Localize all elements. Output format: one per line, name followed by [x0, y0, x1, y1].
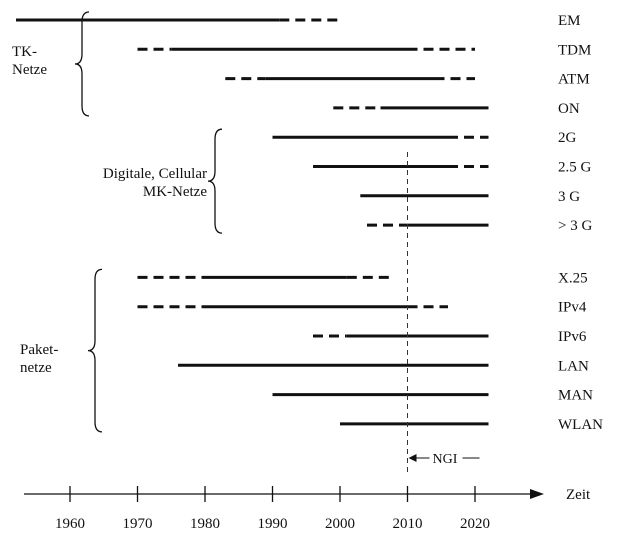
- label-ipv6: IPv6: [558, 329, 587, 345]
- group-label-paketnetze-line-1: Paket-: [20, 342, 58, 358]
- axis-arrow-icon: [530, 489, 544, 499]
- axis-title: Zeit: [566, 487, 591, 503]
- brace-paketnetze: [87, 268, 103, 433]
- group-label-tk-netze-line-2: Netze: [12, 62, 47, 78]
- group-label-tk-netze-line-1: TK-: [12, 44, 37, 60]
- label-man: MAN: [558, 388, 593, 404]
- timeline-bars: [16, 18, 489, 426]
- group-braces: TK- Netze Digitale, Cellular MK-Netze Paket-…: [12, 11, 223, 433]
- tick-label-2000: 2000: [325, 516, 355, 532]
- ngi-label: NGI: [433, 452, 458, 467]
- label-ipv4: IPv4: [558, 300, 587, 316]
- tick-label-2020: 2020: [460, 516, 490, 532]
- label-2-5-g: 2.5 G: [558, 160, 592, 176]
- tick-label-1970: 1970: [123, 516, 153, 532]
- label-3-g: 3 G: [558, 189, 580, 205]
- label-3-g: > 3 G: [558, 218, 592, 234]
- ngi-reference: NGI: [407, 152, 480, 475]
- tick-label-1990: 1990: [258, 516, 288, 532]
- label-wlan: WLAN: [558, 417, 603, 433]
- label-tdm: TDM: [558, 42, 591, 58]
- time-axis: Zeit 1960 1970 1980 1990 2000 2010 2020: [24, 486, 591, 532]
- group-label-digitale-cellular-line-2: MK-Netze: [143, 184, 207, 200]
- label-2g: 2G: [558, 130, 577, 146]
- technology-labels: EM TDM ATM ON 2G 2.5 G 3 G > 3 G X.25 IPv4 IPv6 LAN…: [558, 13, 603, 433]
- label-x-25: X.25: [558, 270, 588, 286]
- tick-label-1960: 1960: [55, 516, 85, 532]
- tick-label-2010: 2010: [393, 516, 423, 532]
- label-atm: ATM: [558, 72, 590, 88]
- group-label-paketnetze-line-2: netze: [20, 360, 52, 376]
- ngi-arrow-icon: [408, 454, 417, 462]
- label-lan: LAN: [558, 358, 589, 374]
- group-label-digitale-cellular-line-1: Digitale, Cellular: [103, 166, 207, 182]
- brace-tk-netze: [74, 11, 90, 117]
- brace-digitale-cellular: [207, 128, 223, 234]
- tick-label-1980: 1980: [190, 516, 220, 532]
- label-on: ON: [558, 101, 580, 117]
- label-em: EM: [558, 13, 581, 29]
